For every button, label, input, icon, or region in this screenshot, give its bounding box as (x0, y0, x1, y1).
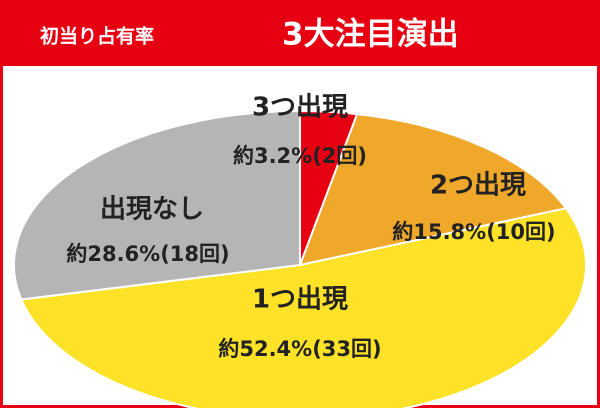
slice-label: 出現なし (100, 195, 204, 225)
slice-label: 1つ出現 (252, 285, 348, 315)
pie-slice (13, 109, 301, 301)
pie-slice (19, 207, 587, 408)
chart-subtitle: 3大注目演出 (282, 17, 459, 53)
slice-label: 3つ出現 (252, 93, 348, 123)
value-label: 約3.2%(2回) (233, 144, 367, 168)
value-label: 約52.4%(33回) (218, 337, 381, 361)
pie-slice (298, 113, 568, 267)
chart-title: 初当り占有率 (40, 25, 154, 48)
value-label: 約15.8%(10回) (392, 220, 555, 244)
header (0, 0, 600, 66)
pie (13, 109, 587, 408)
slice-label: 2つ出現 (430, 171, 526, 201)
value-label: 約28.6%(18回) (66, 242, 229, 266)
